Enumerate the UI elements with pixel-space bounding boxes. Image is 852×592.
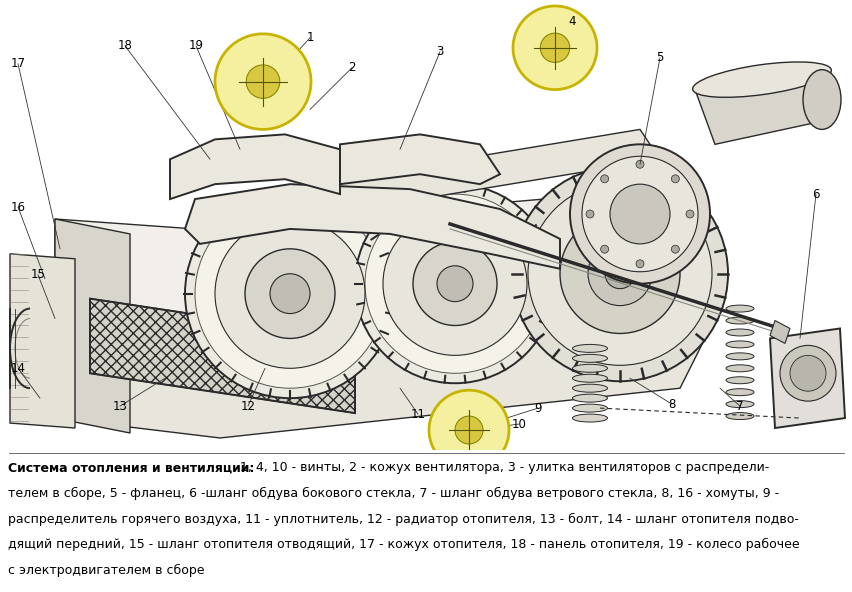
Ellipse shape bbox=[572, 414, 607, 422]
Circle shape bbox=[383, 212, 527, 355]
Ellipse shape bbox=[725, 341, 753, 348]
Text: 17: 17 bbox=[10, 57, 26, 70]
Ellipse shape bbox=[725, 365, 753, 372]
Text: 8: 8 bbox=[667, 398, 675, 411]
Text: 18: 18 bbox=[118, 39, 132, 52]
Polygon shape bbox=[185, 184, 560, 269]
Ellipse shape bbox=[572, 345, 607, 352]
Circle shape bbox=[185, 189, 394, 398]
Ellipse shape bbox=[572, 374, 607, 382]
Text: 15: 15 bbox=[31, 268, 45, 281]
Circle shape bbox=[512, 6, 596, 89]
Circle shape bbox=[354, 184, 555, 383]
Ellipse shape bbox=[692, 62, 831, 97]
Text: 10: 10 bbox=[511, 417, 526, 430]
Circle shape bbox=[215, 34, 311, 130]
Ellipse shape bbox=[572, 355, 607, 362]
Text: 11: 11 bbox=[410, 407, 425, 420]
Polygon shape bbox=[769, 320, 789, 343]
Polygon shape bbox=[90, 298, 354, 413]
Circle shape bbox=[511, 166, 727, 381]
Circle shape bbox=[609, 184, 669, 244]
Polygon shape bbox=[170, 134, 340, 199]
Text: 14: 14 bbox=[10, 362, 26, 375]
Circle shape bbox=[636, 160, 643, 168]
Circle shape bbox=[685, 210, 694, 218]
Polygon shape bbox=[694, 70, 829, 144]
Circle shape bbox=[581, 156, 697, 272]
Text: 12: 12 bbox=[240, 400, 256, 413]
Circle shape bbox=[671, 175, 678, 183]
Text: 7: 7 bbox=[735, 400, 743, 413]
Circle shape bbox=[412, 242, 497, 326]
Text: телем в сборе, 5 - фланец, 6 -шланг обдува бокового стекла, 7 - шланг обдува вет: телем в сборе, 5 - фланец, 6 -шланг обду… bbox=[8, 487, 778, 500]
Text: с электродвигателем в сборе: с электродвигателем в сборе bbox=[8, 564, 204, 577]
Circle shape bbox=[604, 259, 634, 289]
Circle shape bbox=[454, 416, 482, 444]
Polygon shape bbox=[55, 289, 719, 438]
Circle shape bbox=[539, 33, 569, 62]
Text: 4: 4 bbox=[567, 15, 575, 28]
Text: 3: 3 bbox=[436, 45, 443, 58]
Circle shape bbox=[245, 249, 335, 339]
Ellipse shape bbox=[725, 413, 753, 420]
Text: 16: 16 bbox=[10, 201, 26, 214]
Polygon shape bbox=[10, 254, 75, 428]
Circle shape bbox=[246, 65, 279, 98]
Text: 1, 4, 10 - винты, 2 - кожух вентилятора, 3 - улитка вентиляторов с распредели-: 1, 4, 10 - винты, 2 - кожух вентилятора,… bbox=[236, 461, 769, 474]
Circle shape bbox=[195, 199, 384, 388]
Ellipse shape bbox=[802, 70, 840, 130]
Polygon shape bbox=[55, 219, 130, 433]
Circle shape bbox=[636, 260, 643, 268]
Ellipse shape bbox=[725, 353, 753, 360]
Circle shape bbox=[560, 214, 679, 333]
Circle shape bbox=[569, 144, 709, 284]
Circle shape bbox=[600, 175, 608, 183]
Text: 9: 9 bbox=[533, 401, 541, 414]
Text: 6: 6 bbox=[811, 188, 819, 201]
Ellipse shape bbox=[725, 401, 753, 408]
Ellipse shape bbox=[725, 329, 753, 336]
Circle shape bbox=[215, 219, 365, 368]
Circle shape bbox=[600, 245, 608, 253]
Polygon shape bbox=[55, 189, 679, 339]
Ellipse shape bbox=[725, 317, 753, 324]
Text: распределитель горячего воздуха, 11 - уплотнитель, 12 - радиатор отопителя, 13 -: распределитель горячего воздуха, 11 - уп… bbox=[8, 513, 798, 526]
Ellipse shape bbox=[725, 305, 753, 312]
Text: дящий передний, 15 - шланг отопителя отводящий, 17 - кожух отопителя, 18 - панел: дящий передний, 15 - шланг отопителя отв… bbox=[8, 538, 798, 551]
Text: Система отопления и вентиляции:: Система отопления и вентиляции: bbox=[8, 461, 254, 474]
Polygon shape bbox=[769, 329, 844, 428]
Circle shape bbox=[585, 210, 593, 218]
Text: 5: 5 bbox=[655, 52, 663, 65]
Text: 13: 13 bbox=[112, 400, 127, 413]
Circle shape bbox=[587, 242, 651, 305]
Text: 2: 2 bbox=[348, 61, 355, 74]
Text: 19: 19 bbox=[188, 39, 204, 52]
Circle shape bbox=[365, 194, 544, 374]
Ellipse shape bbox=[572, 404, 607, 412]
Ellipse shape bbox=[725, 389, 753, 395]
Ellipse shape bbox=[725, 377, 753, 384]
Text: 1: 1 bbox=[306, 31, 314, 44]
Ellipse shape bbox=[572, 364, 607, 372]
Circle shape bbox=[779, 345, 835, 401]
Circle shape bbox=[527, 182, 711, 365]
Ellipse shape bbox=[572, 384, 607, 392]
Polygon shape bbox=[220, 130, 659, 229]
Ellipse shape bbox=[572, 394, 607, 402]
Circle shape bbox=[436, 266, 473, 301]
Circle shape bbox=[789, 355, 825, 391]
Circle shape bbox=[671, 245, 678, 253]
Polygon shape bbox=[340, 134, 499, 184]
Circle shape bbox=[429, 390, 509, 470]
Circle shape bbox=[270, 274, 309, 314]
